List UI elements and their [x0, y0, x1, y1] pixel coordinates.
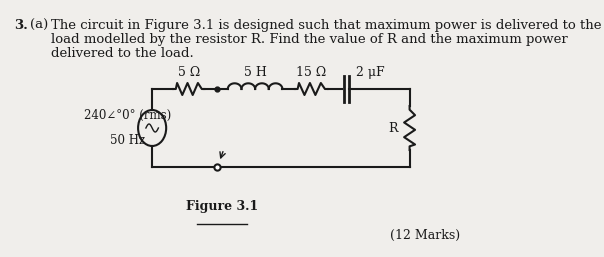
Text: R: R	[388, 122, 398, 134]
Text: (a): (a)	[30, 19, 48, 32]
Text: (12 Marks): (12 Marks)	[390, 229, 460, 242]
Text: 5 H: 5 H	[243, 66, 266, 79]
Text: Figure 3.1: Figure 3.1	[186, 200, 259, 213]
Text: load modelled by the resistor R. Find the value of R and the maximum power: load modelled by the resistor R. Find th…	[51, 33, 568, 46]
Text: 5 Ω: 5 Ω	[178, 66, 200, 79]
Text: 240∠°0° (rms): 240∠°0° (rms)	[83, 109, 171, 122]
Text: 2 μF: 2 μF	[356, 66, 384, 79]
Text: delivered to the load.: delivered to the load.	[51, 47, 193, 60]
Text: 50 Hz: 50 Hz	[109, 134, 145, 147]
Text: The circuit in Figure 3.1 is designed such that maximum power is delivered to th: The circuit in Figure 3.1 is designed su…	[51, 19, 601, 32]
Text: 3.: 3.	[14, 19, 28, 32]
Text: 15 Ω: 15 Ω	[296, 66, 326, 79]
